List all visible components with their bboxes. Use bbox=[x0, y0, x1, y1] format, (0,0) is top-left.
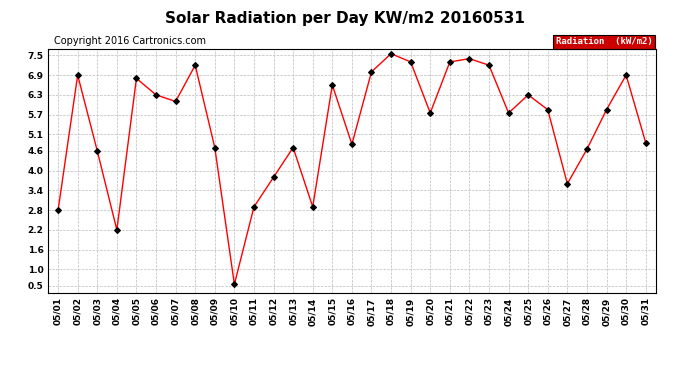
Point bbox=[425, 110, 436, 116]
Point bbox=[386, 51, 397, 57]
Point bbox=[72, 72, 83, 78]
Point bbox=[601, 107, 612, 113]
Point bbox=[620, 72, 631, 78]
Point bbox=[268, 174, 279, 180]
Point bbox=[209, 145, 220, 151]
Text: Radiation  (kW/m2): Radiation (kW/m2) bbox=[555, 38, 653, 46]
Point bbox=[288, 145, 299, 151]
Point bbox=[366, 69, 377, 75]
Point bbox=[582, 146, 593, 152]
Point bbox=[190, 62, 201, 68]
Point bbox=[640, 140, 651, 146]
Point bbox=[562, 181, 573, 187]
Point bbox=[229, 281, 240, 287]
Point bbox=[52, 207, 63, 213]
Text: Copyright 2016 Cartronics.com: Copyright 2016 Cartronics.com bbox=[55, 36, 206, 46]
Point bbox=[503, 110, 514, 116]
Point bbox=[346, 141, 357, 147]
Point bbox=[307, 204, 318, 210]
Text: Solar Radiation per Day KW/m2 20160531: Solar Radiation per Day KW/m2 20160531 bbox=[165, 11, 525, 26]
Point bbox=[542, 107, 553, 113]
Point bbox=[464, 56, 475, 62]
Point bbox=[92, 148, 103, 154]
Point bbox=[522, 92, 533, 98]
Point bbox=[150, 92, 161, 98]
Point bbox=[131, 75, 142, 81]
Point bbox=[405, 59, 416, 65]
Point bbox=[170, 99, 181, 105]
Point bbox=[444, 59, 455, 65]
Point bbox=[327, 82, 338, 88]
Point bbox=[248, 204, 259, 210]
Point bbox=[484, 62, 495, 68]
Point bbox=[111, 227, 122, 233]
